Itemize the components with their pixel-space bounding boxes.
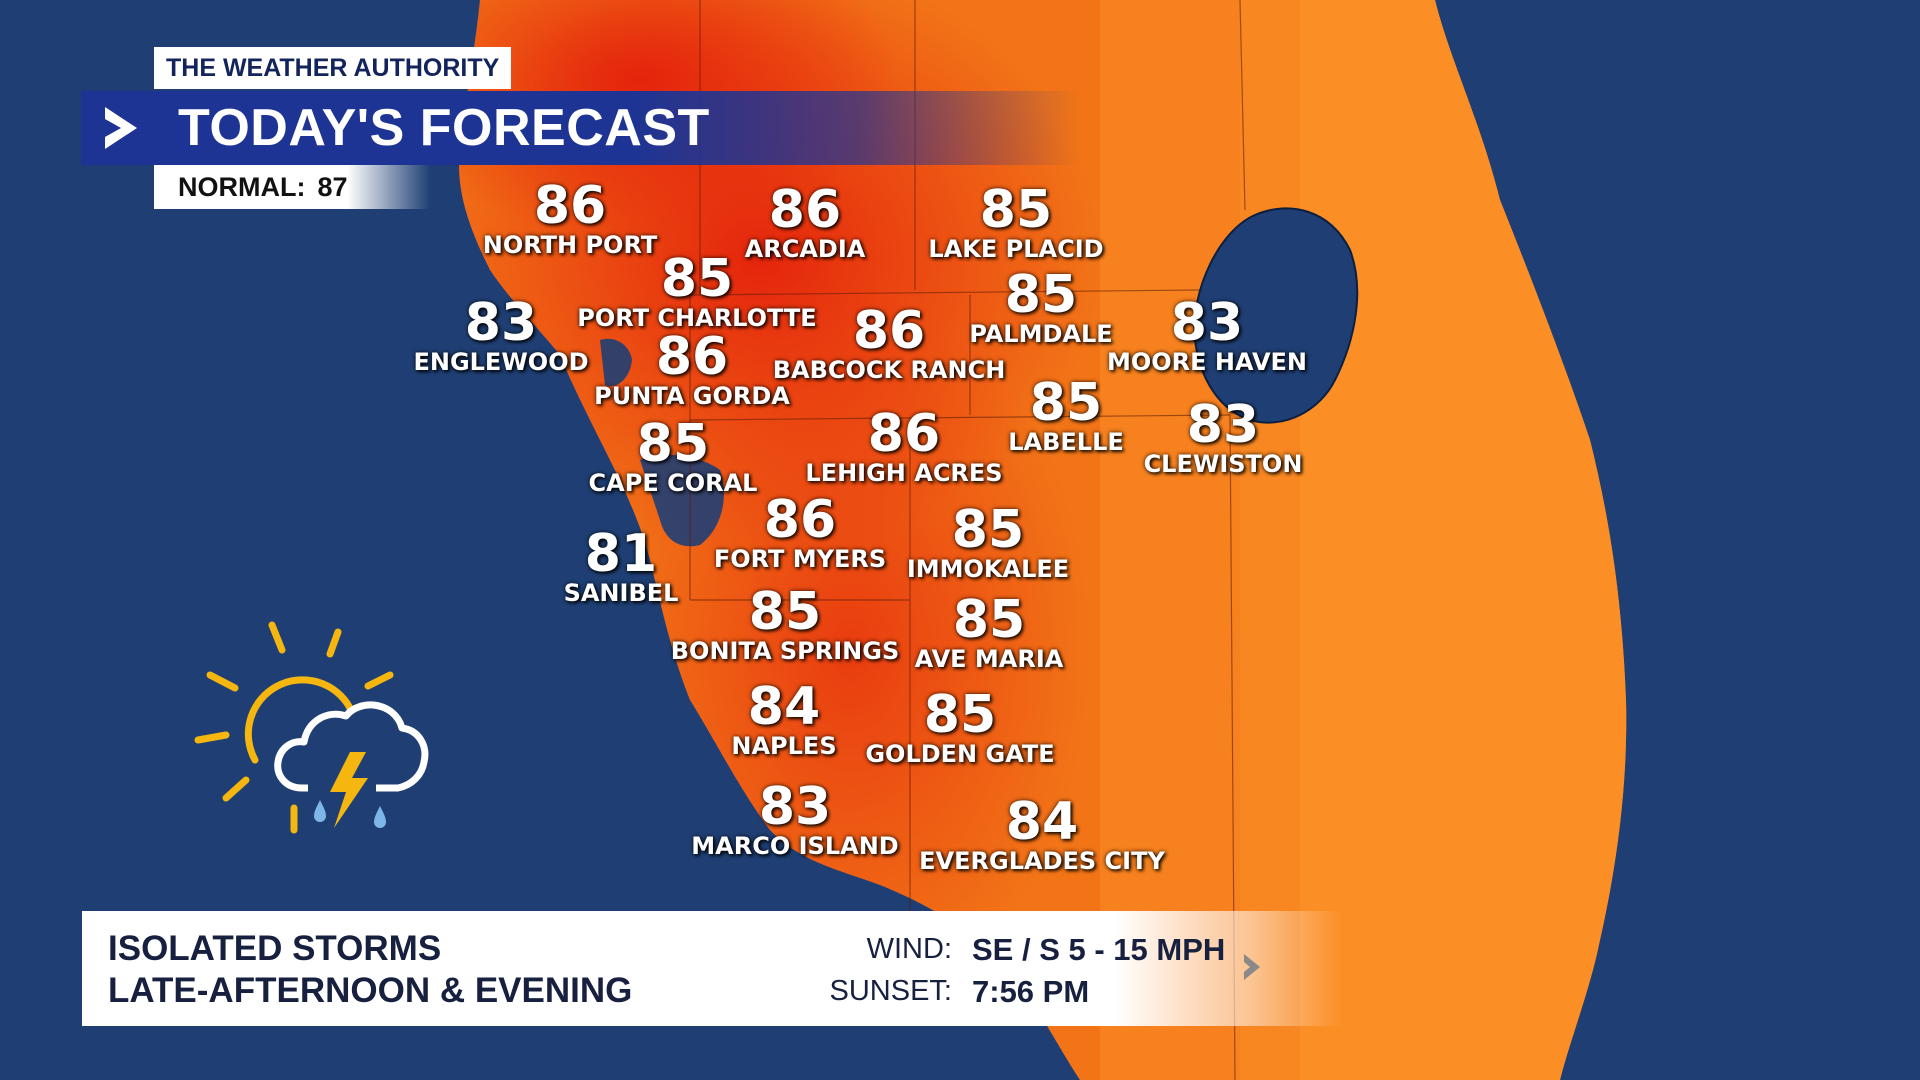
city-temp: 84 xyxy=(1005,792,1079,852)
city-temp: 85 xyxy=(636,414,710,474)
sunset-value: 7:56 PM xyxy=(972,974,1090,1009)
city-palmdale: 85 PALMDALE xyxy=(969,268,1112,346)
city-port-charlotte: 85 PORT CHARLOTTE xyxy=(577,252,816,330)
city-temp: 86 xyxy=(852,301,926,361)
normal-temp-box: NORMAL: 87 xyxy=(154,165,430,209)
city-temp: 85 xyxy=(1004,265,1078,325)
city-name: BONITA SPRINGS xyxy=(670,637,900,665)
city-temp: 85 xyxy=(979,180,1053,240)
city-temp: 83 xyxy=(758,777,832,837)
normal-value: 87 xyxy=(317,172,348,202)
wind-label: WIND: xyxy=(866,933,952,965)
city-name: GOLDEN GATE xyxy=(865,740,1055,768)
city-name: LAKE PLACID xyxy=(928,235,1104,263)
city-golden-gate: 85 GOLDEN GATE xyxy=(865,688,1054,766)
city-sanibel: 81 SANIBEL xyxy=(564,527,679,605)
city-temp: 85 xyxy=(952,590,1026,650)
city-temp: 86 xyxy=(768,180,842,240)
city-name: NORTH PORT xyxy=(482,231,658,259)
city-name: FORT MYERS xyxy=(713,545,887,573)
city-name: AVE MARIA xyxy=(914,645,1064,673)
city-everglades-city: 84 EVERGLADES CITY xyxy=(919,795,1165,873)
city-name: NAPLES xyxy=(731,732,837,760)
city-immokalee: 85 IMMOKALEE xyxy=(907,503,1069,581)
city-temp: 81 xyxy=(584,524,658,584)
city-name: MOORE HAVEN xyxy=(1106,348,1308,376)
city-temp: 83 xyxy=(1186,395,1260,455)
city-clewiston: 83 CLEWISTON xyxy=(1144,398,1303,476)
condition-line-1: ISOLATED STORMS xyxy=(108,929,442,968)
city-temp: 86 xyxy=(763,490,837,550)
forecast-info-bar: ISOLATED STORMS LATE-AFTERNOON & EVENING… xyxy=(82,911,1342,1026)
chevron-right-icon xyxy=(105,107,137,149)
city-name: IMMOKALEE xyxy=(906,555,1070,583)
city-name: PUNTA GORDA xyxy=(594,382,790,410)
city-punta-gorda: 86 PUNTA GORDA xyxy=(594,330,790,408)
city-temp: 86 xyxy=(867,404,941,464)
city-moore-haven: 83 MOORE HAVEN xyxy=(1107,296,1307,374)
city-cape-coral: 85 CAPE CORAL xyxy=(589,417,758,495)
city-name: PORT CHARLOTTE xyxy=(577,304,817,332)
sunset-label: SUNSET: xyxy=(829,975,952,1007)
sun-cloud-thunderstorm-icon xyxy=(194,621,429,834)
title-bar: TODAY'S FORECAST xyxy=(81,91,1081,165)
city-name: CLEWISTON xyxy=(1143,450,1303,478)
city-north-port: 86 NORTH PORT xyxy=(483,179,657,257)
city-name: LEHIGH ACRES xyxy=(805,459,1003,487)
city-englewood: 83 ENGLEWOOD xyxy=(413,296,588,374)
city-temp: 84 xyxy=(747,677,821,737)
city-name: PALMDALE xyxy=(969,320,1113,348)
city-name: MARCO ISLAND xyxy=(691,832,899,860)
normal-label: NORMAL: xyxy=(178,172,306,202)
city-name: CAPE CORAL xyxy=(588,469,758,497)
city-temp: 85 xyxy=(923,685,997,745)
chevron-right-icon xyxy=(1244,954,1260,980)
city-lehigh-acres: 86 LEHIGH ACRES xyxy=(805,407,1002,485)
city-temp: 86 xyxy=(655,327,729,387)
city-name: ARCADIA xyxy=(744,235,866,263)
city-labelle: 85 LABELLE xyxy=(1008,376,1124,454)
city-babcock-ranch: 86 BABCOCK RANCH xyxy=(773,304,1006,382)
city-name: BABCOCK RANCH xyxy=(772,356,1006,384)
city-bonita-springs: 85 BONITA SPRINGS xyxy=(671,585,900,663)
brand-label: THE WEATHER AUTHORITY xyxy=(154,47,512,89)
city-temp: 83 xyxy=(464,293,538,353)
city-temp: 83 xyxy=(1170,293,1244,353)
city-ave-maria: 85 AVE MARIA xyxy=(915,593,1064,671)
city-marco-island: 83 MARCO ISLAND xyxy=(691,780,898,858)
city-lake-placid: 85 LAKE PLACID xyxy=(928,183,1103,261)
city-temp: 85 xyxy=(1029,373,1103,433)
city-temp: 85 xyxy=(660,249,734,309)
city-naples: 84 NAPLES xyxy=(731,680,836,758)
page-title: TODAY'S FORECAST xyxy=(178,99,710,157)
city-fort-myers: 86 FORT MYERS xyxy=(714,493,886,571)
wind-value: SE / S 5 - 15 MPH xyxy=(972,932,1226,967)
city-name: EVERGLADES CITY xyxy=(919,847,1165,875)
city-name: ENGLEWOOD xyxy=(413,348,589,376)
condition-line-2: LATE-AFTERNOON & EVENING xyxy=(108,971,633,1010)
city-temp: 85 xyxy=(748,582,822,642)
city-name: LABELLE xyxy=(1008,428,1124,456)
city-temp: 85 xyxy=(951,500,1025,560)
city-temp: 86 xyxy=(533,176,607,236)
city-name: SANIBEL xyxy=(563,579,679,607)
city-arcadia: 86 ARCADIA xyxy=(745,183,866,261)
